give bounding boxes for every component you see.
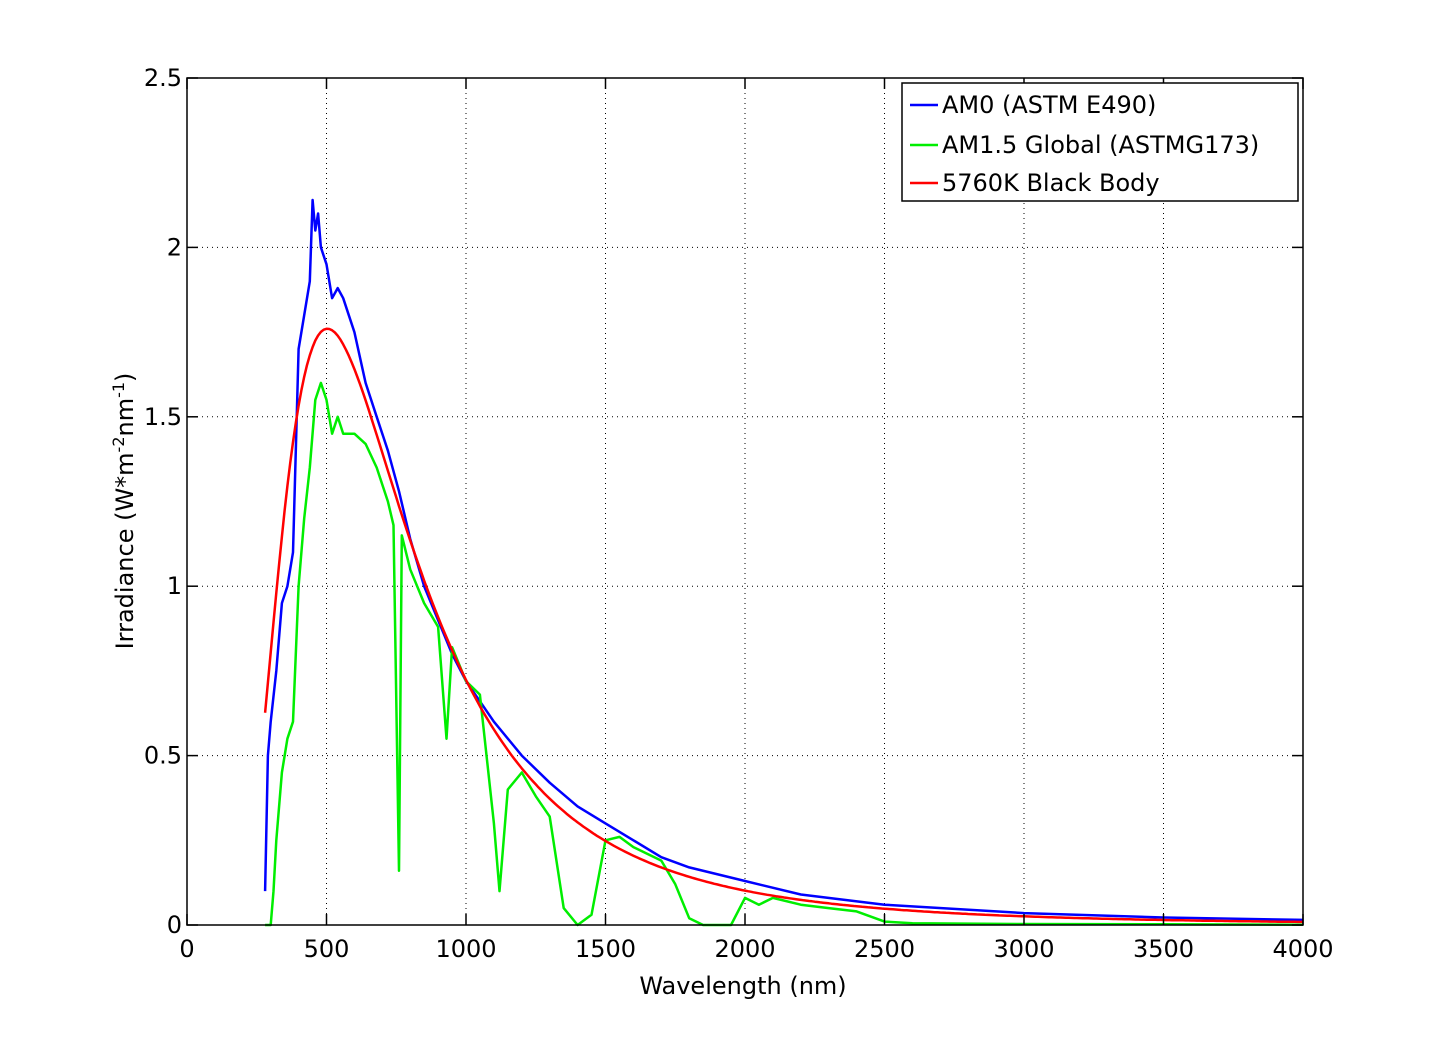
x-tick-label: 0 xyxy=(179,935,194,963)
x-tick-label: 4000 xyxy=(1272,935,1333,963)
legend-label-blackbody: 5760K Black Body xyxy=(942,169,1160,197)
y-tick-label: 1.5 xyxy=(144,403,182,431)
series-blackbody-line xyxy=(263,327,1303,924)
y-axis-label-part2: nm xyxy=(111,398,139,437)
y-tick-label: 1 xyxy=(167,572,182,600)
series-am0-line xyxy=(263,198,1304,922)
legend-box xyxy=(901,82,1299,202)
tick-marks xyxy=(186,77,1304,926)
x-tick-label: 3500 xyxy=(1133,935,1194,963)
y-tick-label: 0 xyxy=(167,911,182,939)
series-am15-line xyxy=(265,381,1304,927)
x-tick-label: 2000 xyxy=(714,935,775,963)
tick-labels: 0 500 1000 1500 2000 2500 3000 3500 4000 0 0.5 1 1.5… xyxy=(144,64,1334,963)
y-axis-label-part3: ) xyxy=(111,373,139,382)
x-tick-label: 2500 xyxy=(854,935,915,963)
x-axis-label: Wavelength (nm) xyxy=(639,972,846,1000)
y-tick-label: 2.5 xyxy=(144,64,182,92)
legend-label-am0: AM0 (ASTM E490) xyxy=(942,91,1156,119)
x-tick-label: 1500 xyxy=(575,935,636,963)
y-axis-label-sup2: -1 xyxy=(109,382,128,398)
axes-frame xyxy=(186,77,1304,926)
x-tick-label: 1000 xyxy=(435,935,496,963)
legend-label-am15: AM1.5 Global (ASTMG173) xyxy=(942,131,1259,159)
y-tick-label: 0.5 xyxy=(144,742,182,770)
series-layer xyxy=(263,198,1304,927)
x-tick-label: 500 xyxy=(304,935,350,963)
y-axis-label-part1: Irradiance (W*m xyxy=(111,452,139,649)
y-axis-label-sup1: -2 xyxy=(109,436,128,452)
x-tick-label: 3000 xyxy=(993,935,1054,963)
y-axis-label: Irradiance (W*m-2nm-1) xyxy=(109,373,140,650)
legend: AM0 (ASTM E490) AM1.5 Global (ASTMG173) … xyxy=(901,82,1299,202)
y-tick-label: 2 xyxy=(167,233,182,261)
grid-lines xyxy=(187,78,1303,925)
